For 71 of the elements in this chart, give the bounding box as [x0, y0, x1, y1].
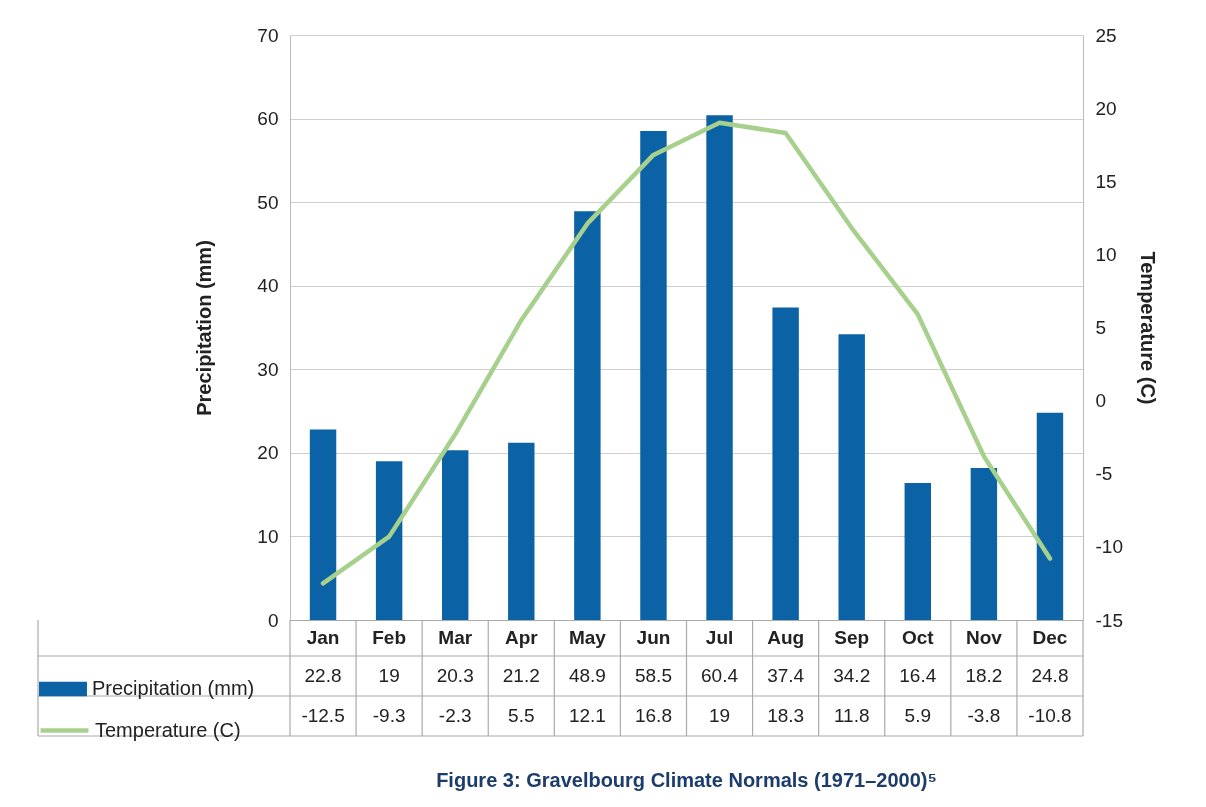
data-label: 34.2 [833, 665, 871, 686]
x-tick-label: Mar [438, 626, 473, 648]
data-label: 12.1 [568, 705, 606, 726]
data-label: -10.8 [1028, 705, 1072, 726]
y2-tick-label: -15 [1095, 609, 1123, 631]
y-tick-label: 10 [257, 525, 279, 547]
line-series [320, 120, 1053, 586]
x-tick-label: Sep [834, 626, 870, 648]
x-tick-label: Nov [965, 626, 1003, 648]
text: Figure 3: Gravelbourg Climate Normals (1971–2000)⁵ [436, 769, 937, 791]
data-label: 48.9 [568, 665, 606, 686]
bar [375, 461, 403, 620]
data-label: 58.5 [634, 665, 672, 686]
y-tick-label: 60 [257, 108, 279, 130]
data-label: 5.5 [508, 705, 535, 726]
x-tick-label: Jun [636, 626, 671, 648]
data-label: 19 [708, 705, 731, 726]
x-tick-label: Oct [901, 626, 935, 648]
x-tick-label: May [568, 626, 607, 648]
legend-label: Temperature (C) [95, 718, 241, 741]
y2-tick-label: 0 [1095, 390, 1107, 412]
x-tick-label: Jul [705, 626, 734, 648]
y2-tick-label: 10 [1095, 243, 1117, 265]
y2-tick-label: 25 [1095, 24, 1117, 46]
bar [838, 334, 865, 620]
data-label: -12.5 [301, 705, 345, 726]
y2-tick-label: -5 [1095, 463, 1113, 485]
bar [706, 115, 733, 620]
y2-tick-label: 20 [1095, 97, 1117, 119]
bar [508, 442, 535, 620]
data-label: 22.8 [304, 665, 342, 686]
data-label: 5.9 [904, 705, 931, 726]
y-tick-label: 50 [257, 191, 279, 213]
bar [309, 429, 337, 620]
y-tick-label: 20 [257, 442, 279, 464]
bar [574, 211, 601, 620]
data-label: 16.4 [899, 665, 937, 686]
bar [970, 467, 998, 620]
x-tick-label: Jan [306, 626, 340, 648]
data-label: 11.8 [833, 705, 870, 726]
data-label: 24.8 [1031, 665, 1069, 686]
x-tick-label: Dec [1032, 626, 1068, 648]
y-tick-label: 70 [257, 24, 279, 46]
data-label: 60.4 [701, 665, 739, 686]
data-label: 18.2 [965, 665, 1003, 686]
y2-tick-label: 5 [1095, 317, 1107, 338]
data-label: -2.3 [438, 705, 472, 726]
data-label: -3.8 [967, 705, 1001, 726]
data-label: 20.3 [436, 665, 474, 686]
y-tick-label: 30 [257, 358, 279, 380]
data-label: 19 [378, 665, 400, 686]
data-label: 21.2 [502, 665, 540, 686]
y2-tick-label: 15 [1095, 170, 1117, 192]
bar [640, 131, 667, 620]
y-tick-label: 40 [257, 275, 279, 297]
y2-axis-title: Temperature (C) [1136, 251, 1159, 405]
bar [1036, 412, 1064, 620]
y2-tick-label: -10 [1095, 536, 1123, 558]
data-label: 16.8 [634, 705, 672, 726]
x-tick-label: Apr [504, 626, 539, 648]
data-label: 18.3 [767, 705, 805, 726]
x-tick-label: Aug [767, 626, 805, 648]
y-axis-title: Precipitation (mm) [193, 240, 216, 416]
legend-label: Precipitation (mm) [92, 677, 255, 699]
y-tick-label: 0 [267, 609, 279, 631]
bar [904, 482, 932, 620]
bar [441, 450, 469, 620]
data-label: 37.4 [767, 665, 805, 686]
bar [772, 307, 799, 620]
data-label: -9.3 [372, 705, 406, 726]
x-tick-label: Feb [372, 626, 407, 648]
